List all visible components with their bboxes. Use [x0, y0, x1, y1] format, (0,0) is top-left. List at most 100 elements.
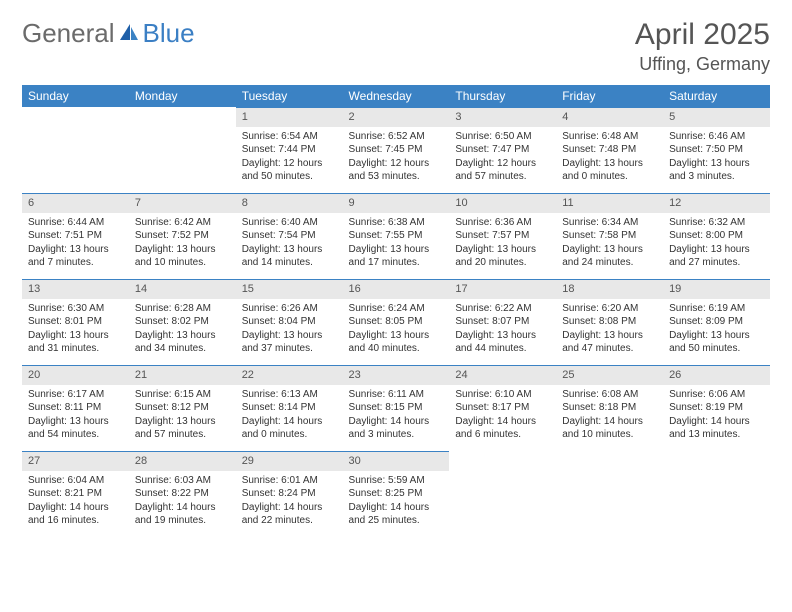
sunset-text: Sunset: 8:02 PM	[135, 315, 230, 329]
daylight-text: Daylight: 14 hours and 19 minutes.	[135, 501, 230, 528]
sunrise-text: Sunrise: 6:06 AM	[669, 388, 764, 402]
day-body: Sunrise: 6:24 AMSunset: 8:05 PMDaylight:…	[343, 299, 450, 362]
day-number: 4	[556, 107, 663, 127]
calendar-empty-cell	[129, 107, 236, 193]
sunrise-text: Sunrise: 6:22 AM	[455, 302, 550, 316]
calendar-day-cell: 8Sunrise: 6:40 AMSunset: 7:54 PMDaylight…	[236, 193, 343, 279]
sunset-text: Sunset: 8:12 PM	[135, 401, 230, 415]
sunrise-text: Sunrise: 6:04 AM	[28, 474, 123, 488]
calendar-empty-cell	[663, 451, 770, 537]
sunset-text: Sunset: 7:58 PM	[562, 229, 657, 243]
calendar-body: 1Sunrise: 6:54 AMSunset: 7:44 PMDaylight…	[22, 107, 770, 537]
day-number: 10	[449, 193, 556, 213]
calendar-day-cell: 7Sunrise: 6:42 AMSunset: 7:52 PMDaylight…	[129, 193, 236, 279]
calendar-day-cell: 5Sunrise: 6:46 AMSunset: 7:50 PMDaylight…	[663, 107, 770, 193]
day-number: 12	[663, 193, 770, 213]
daylight-text: Daylight: 14 hours and 25 minutes.	[349, 501, 444, 528]
daylight-text: Daylight: 13 hours and 37 minutes.	[242, 329, 337, 356]
day-body: Sunrise: 6:10 AMSunset: 8:17 PMDaylight:…	[449, 385, 556, 448]
sunrise-text: Sunrise: 6:44 AM	[28, 216, 123, 230]
calendar-empty-cell	[22, 107, 129, 193]
day-body: Sunrise: 6:54 AMSunset: 7:44 PMDaylight:…	[236, 127, 343, 190]
day-body: Sunrise: 6:26 AMSunset: 8:04 PMDaylight:…	[236, 299, 343, 362]
sunset-text: Sunset: 7:50 PM	[669, 143, 764, 157]
sunrise-text: Sunrise: 6:32 AM	[669, 216, 764, 230]
calendar-day-cell: 15Sunrise: 6:26 AMSunset: 8:04 PMDayligh…	[236, 279, 343, 365]
sunrise-text: Sunrise: 6:11 AM	[349, 388, 444, 402]
logo-text-blue: Blue	[143, 18, 195, 49]
day-body: Sunrise: 6:38 AMSunset: 7:55 PMDaylight:…	[343, 213, 450, 276]
daylight-text: Daylight: 13 hours and 0 minutes.	[562, 157, 657, 184]
sunrise-text: Sunrise: 6:48 AM	[562, 130, 657, 144]
day-body: Sunrise: 6:15 AMSunset: 8:12 PMDaylight:…	[129, 385, 236, 448]
sunset-text: Sunset: 8:08 PM	[562, 315, 657, 329]
day-number: 3	[449, 107, 556, 127]
day-number: 9	[343, 193, 450, 213]
daylight-text: Daylight: 14 hours and 22 minutes.	[242, 501, 337, 528]
sunset-text: Sunset: 7:44 PM	[242, 143, 337, 157]
calendar-empty-cell	[556, 451, 663, 537]
day-number: 18	[556, 279, 663, 299]
day-number: 14	[129, 279, 236, 299]
calendar-day-cell: 6Sunrise: 6:44 AMSunset: 7:51 PMDaylight…	[22, 193, 129, 279]
daylight-text: Daylight: 13 hours and 3 minutes.	[669, 157, 764, 184]
day-body: Sunrise: 6:48 AMSunset: 7:48 PMDaylight:…	[556, 127, 663, 190]
daylight-text: Daylight: 13 hours and 44 minutes.	[455, 329, 550, 356]
calendar-week-row: 27Sunrise: 6:04 AMSunset: 8:21 PMDayligh…	[22, 451, 770, 537]
day-number: 1	[236, 107, 343, 127]
day-number: 19	[663, 279, 770, 299]
day-number: 23	[343, 365, 450, 385]
sunset-text: Sunset: 8:15 PM	[349, 401, 444, 415]
sunrise-text: Sunrise: 6:24 AM	[349, 302, 444, 316]
daylight-text: Daylight: 13 hours and 31 minutes.	[28, 329, 123, 356]
day-number: 15	[236, 279, 343, 299]
sunset-text: Sunset: 8:25 PM	[349, 487, 444, 501]
sunrise-text: Sunrise: 6:10 AM	[455, 388, 550, 402]
weekday-header: Monday	[129, 85, 236, 107]
sunset-text: Sunset: 8:22 PM	[135, 487, 230, 501]
day-number: 16	[343, 279, 450, 299]
day-body: Sunrise: 6:28 AMSunset: 8:02 PMDaylight:…	[129, 299, 236, 362]
calendar-day-cell: 24Sunrise: 6:10 AMSunset: 8:17 PMDayligh…	[449, 365, 556, 451]
calendar-day-cell: 20Sunrise: 6:17 AMSunset: 8:11 PMDayligh…	[22, 365, 129, 451]
daylight-text: Daylight: 13 hours and 10 minutes.	[135, 243, 230, 270]
sunset-text: Sunset: 8:04 PM	[242, 315, 337, 329]
day-body: Sunrise: 6:20 AMSunset: 8:08 PMDaylight:…	[556, 299, 663, 362]
sunset-text: Sunset: 8:19 PM	[669, 401, 764, 415]
day-number: 2	[343, 107, 450, 127]
weekday-header: Wednesday	[343, 85, 450, 107]
calendar-day-cell: 29Sunrise: 6:01 AMSunset: 8:24 PMDayligh…	[236, 451, 343, 537]
day-number: 21	[129, 365, 236, 385]
sunrise-text: Sunrise: 6:03 AM	[135, 474, 230, 488]
daylight-text: Daylight: 13 hours and 17 minutes.	[349, 243, 444, 270]
calendar-day-cell: 19Sunrise: 6:19 AMSunset: 8:09 PMDayligh…	[663, 279, 770, 365]
sunrise-text: Sunrise: 6:40 AM	[242, 216, 337, 230]
calendar-day-cell: 27Sunrise: 6:04 AMSunset: 8:21 PMDayligh…	[22, 451, 129, 537]
day-number: 20	[22, 365, 129, 385]
sunrise-text: Sunrise: 6:54 AM	[242, 130, 337, 144]
title-block: April 2025 Uffing, Germany	[635, 18, 770, 75]
day-number: 27	[22, 451, 129, 471]
sunrise-text: Sunrise: 6:26 AM	[242, 302, 337, 316]
logo: General Blue	[22, 18, 195, 49]
calendar-day-cell: 13Sunrise: 6:30 AMSunset: 8:01 PMDayligh…	[22, 279, 129, 365]
calendar-day-cell: 17Sunrise: 6:22 AMSunset: 8:07 PMDayligh…	[449, 279, 556, 365]
day-body: Sunrise: 6:22 AMSunset: 8:07 PMDaylight:…	[449, 299, 556, 362]
sunset-text: Sunset: 8:18 PM	[562, 401, 657, 415]
month-year: April 2025	[635, 18, 770, 52]
sunrise-text: Sunrise: 6:30 AM	[28, 302, 123, 316]
day-number: 22	[236, 365, 343, 385]
day-number: 13	[22, 279, 129, 299]
day-number: 28	[129, 451, 236, 471]
sunset-text: Sunset: 7:54 PM	[242, 229, 337, 243]
day-body: Sunrise: 6:08 AMSunset: 8:18 PMDaylight:…	[556, 385, 663, 448]
sunrise-text: Sunrise: 6:01 AM	[242, 474, 337, 488]
calendar-day-cell: 16Sunrise: 6:24 AMSunset: 8:05 PMDayligh…	[343, 279, 450, 365]
day-number: 17	[449, 279, 556, 299]
day-number: 29	[236, 451, 343, 471]
calendar-day-cell: 30Sunrise: 5:59 AMSunset: 8:25 PMDayligh…	[343, 451, 450, 537]
day-body: Sunrise: 6:32 AMSunset: 8:00 PMDaylight:…	[663, 213, 770, 276]
calendar-week-row: 13Sunrise: 6:30 AMSunset: 8:01 PMDayligh…	[22, 279, 770, 365]
calendar-empty-cell	[449, 451, 556, 537]
calendar-day-cell: 14Sunrise: 6:28 AMSunset: 8:02 PMDayligh…	[129, 279, 236, 365]
